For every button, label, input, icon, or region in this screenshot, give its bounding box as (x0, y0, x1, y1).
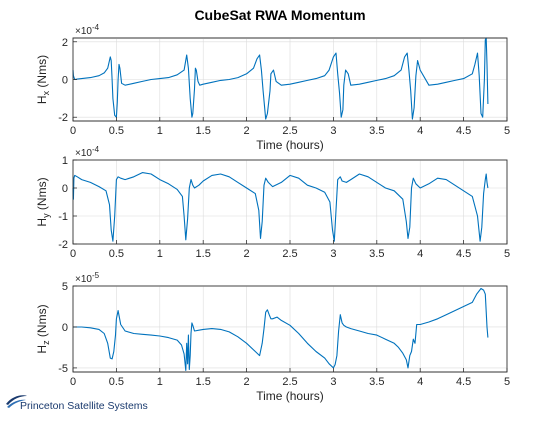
exponent-label: ×10-4 (75, 23, 100, 37)
x-tick-label: 3 (330, 376, 336, 388)
x-tick-label: 4.5 (456, 376, 471, 388)
x-axis-label: Time (hours) (256, 389, 324, 403)
series-line (72, 172, 489, 242)
x-tick-label: 2 (244, 376, 250, 388)
x-tick-label: 5 (504, 248, 510, 260)
y-tick-label: -2 (58, 239, 68, 251)
x-tick-label: 0 (70, 376, 76, 388)
y-tick-label: 2 (62, 37, 68, 49)
x-tick-label: 5 (504, 376, 510, 388)
x-tick-label: 0 (70, 125, 76, 137)
x-tick-label: 3 (330, 125, 336, 137)
x-tick-label: 1 (157, 376, 163, 388)
x-tick-label: 4 (417, 248, 423, 260)
logo-text: Princeton Satellite Systems (20, 400, 148, 412)
subplot-z: 0 0.5 1 1.5 2 2.5 3 3.5 4 4.5 5-505×10-5Hz (Nms)Ti… (35, 271, 510, 403)
x-tick-label: 2.5 (282, 376, 297, 388)
x-tick-label: 0.5 (109, 125, 124, 137)
series-line (73, 287, 489, 371)
y-tick-label: 1 (62, 155, 68, 167)
y-tick-label: 0 (62, 183, 68, 195)
x-tick-label: 2.5 (282, 125, 297, 137)
y-axis-label: Hy (Nms) (35, 177, 51, 226)
x-tick-label: 2 (244, 125, 250, 137)
x-axis-label: Time (hours) (256, 138, 324, 152)
logo-swoosh-icon (6, 395, 27, 408)
x-tick-label: 3 (330, 248, 336, 260)
x-tick-label: 1 (157, 125, 163, 137)
x-tick-label: 2 (244, 248, 250, 260)
exponent-label: ×10-4 (75, 145, 100, 159)
y-tick-label: -2 (58, 112, 68, 124)
y-tick-label: 0 (62, 75, 68, 87)
x-tick-label: 1.5 (196, 248, 211, 260)
figure-title: CubeSat RWA Momentum (194, 7, 365, 23)
y-axis-label: Hz (Nms) (35, 304, 51, 353)
x-tick-label: 5 (504, 125, 510, 137)
series-line (72, 37, 489, 120)
x-tick-label: 3.5 (369, 125, 384, 137)
x-tick-label: 1.5 (196, 376, 211, 388)
x-tick-label: 1.5 (196, 125, 211, 137)
subplot-group: 0 0.5 1 1.5 2 2.5 3 3.5 4 4.5 5-202×10-4Hx (Nms)Ti… (35, 23, 510, 403)
subplot-y: 0 0.5 1 1.5 2 2.5 3 3.5 4 4.5 5 -2 -1 0 1 ×10-4 Hy (Nms) (35, 145, 510, 260)
y-tick-label: -1 (58, 211, 68, 223)
x-tick-label: 0.5 (109, 376, 124, 388)
x-tick-label: 4.5 (456, 125, 471, 137)
y-tick-label: 0 (62, 322, 68, 334)
y-tick-label: 5 (62, 281, 68, 293)
y-axis-label: Hx (Nms) (35, 55, 51, 104)
x-tick-label: 1 (157, 248, 163, 260)
x-tick-label: 0.5 (109, 248, 124, 260)
subplot-x: 0 0.5 1 1.5 2 2.5 3 3.5 4 4.5 5-202×10-4Hx (Nms)Ti… (35, 23, 510, 152)
company-logo: Princeton Satellite Systems (4, 392, 154, 416)
x-tick-label: 3.5 (369, 248, 384, 260)
x-tick-label: 4.5 (456, 248, 471, 260)
x-tick-label: 2.5 (282, 248, 297, 260)
x-tick-label: 4 (417, 125, 423, 137)
exponent-label: ×10-5 (75, 271, 100, 285)
x-tick-label: 4 (417, 376, 423, 388)
x-tick-label: 0 (70, 248, 76, 260)
x-tick-label: 3.5 (369, 376, 384, 388)
y-tick-label: -5 (58, 363, 68, 375)
